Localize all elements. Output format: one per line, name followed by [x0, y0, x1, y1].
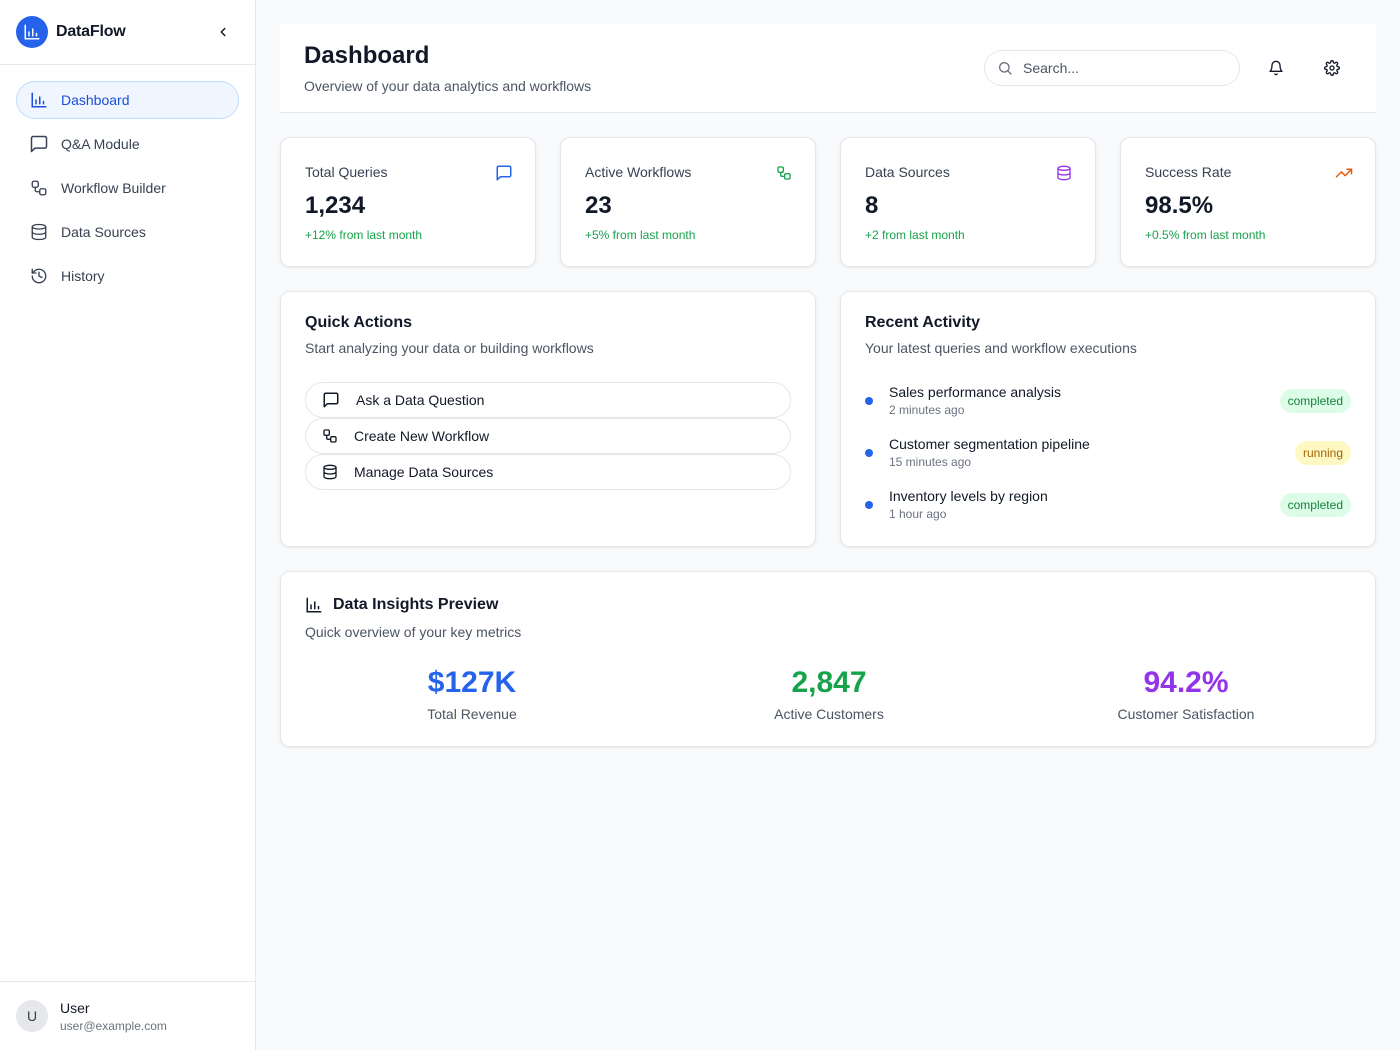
stat-change: +2 from last month [865, 228, 965, 242]
sidebar-nav: Dashboard Q&A Module Workflow Builder Da… [0, 65, 255, 317]
search-icon [999, 61, 1012, 75]
gear-icon [1324, 60, 1340, 76]
sidebar-item-label: Workflow Builder [61, 180, 166, 196]
page-title: Dashboard [304, 42, 430, 69]
notifications-button[interactable] [1264, 56, 1288, 80]
stat-value: 23 [585, 192, 612, 219]
collapse-sidebar-button[interactable] [211, 20, 235, 44]
status-dot [865, 501, 873, 509]
workflow-icon [775, 164, 793, 182]
create-workflow-button[interactable]: Create New Workflow [305, 418, 791, 454]
bar-chart-icon [29, 90, 49, 110]
button-label: Create New Workflow [354, 428, 490, 444]
status-dot [865, 397, 873, 405]
metric-total-revenue: $127K Total Revenue [322, 666, 622, 722]
sidebar-item-qa-module[interactable]: Q&A Module [16, 125, 239, 163]
metric-active-customers: 2,847 Active Customers [679, 666, 979, 722]
button-label: Manage Data Sources [354, 464, 494, 480]
insights-subtitle: Quick overview of your key metrics [305, 624, 522, 640]
quick-actions-subtitle: Start analyzing your data or building wo… [305, 340, 594, 356]
bell-icon [1269, 60, 1283, 76]
insights-title: Data Insights Preview [333, 596, 499, 613]
metric-label: Customer Satisfaction [1117, 706, 1255, 722]
stat-card-data-sources: Data Sources 8 +2 from last month [840, 137, 1096, 267]
status-dot [865, 449, 873, 457]
activity-time: 15 minutes ago [889, 455, 972, 469]
settings-button[interactable] [1320, 56, 1344, 80]
stat-card-total-queries: Total Queries 1,234 +12% from last month [280, 137, 536, 267]
stat-value: 98.5% [1145, 192, 1214, 219]
activity-title: Inventory levels by region [889, 488, 1048, 504]
sidebar-item-label: History [61, 268, 105, 284]
message-square-icon [495, 164, 513, 182]
stat-card-success-rate: Success Rate 98.5% +0.5% from last month [1120, 137, 1376, 267]
activity-item[interactable]: Sales performance analysis 2 minutes ago… [865, 384, 1351, 424]
stat-card-active-workflows: Active Workflows 23 +5% from last month [560, 137, 816, 267]
chevron-left-icon [220, 27, 226, 37]
stat-value: 8 [865, 192, 879, 219]
workflow-icon [323, 429, 337, 443]
stat-title: Total Queries [305, 164, 388, 180]
avatar: U [16, 1000, 48, 1032]
sidebar-item-label: Data Sources [61, 224, 146, 240]
page-header: Dashboard Overview of your data analytic… [280, 24, 1376, 113]
sidebar-item-dashboard[interactable]: Dashboard [16, 81, 239, 119]
sidebar-item-data-sources[interactable]: Data Sources [16, 213, 239, 251]
search-box [984, 50, 1240, 86]
metric-label: Active Customers [774, 706, 884, 722]
metric-customer-satisfaction: 94.2% Customer Satisfaction [1036, 666, 1336, 722]
recent-activity-title: Recent Activity [865, 314, 980, 331]
metric-value: 2,847 [791, 666, 867, 699]
database-icon [29, 222, 49, 242]
sidebar-item-history[interactable]: History [16, 257, 239, 295]
sidebar: DataFlow Dashboard Q&A Module Workflow B… [0, 0, 256, 1050]
status-badge: running [1294, 441, 1351, 465]
metric-label: Total Revenue [427, 706, 517, 722]
quick-actions-title: Quick Actions [305, 314, 412, 331]
manage-data-sources-button[interactable]: Manage Data Sources [305, 454, 791, 490]
workflow-icon [29, 178, 49, 198]
history-icon [29, 266, 49, 286]
activity-time: 2 minutes ago [889, 403, 965, 417]
bar-chart-icon [16, 16, 48, 48]
stat-change: +12% from last month [305, 228, 423, 242]
stat-value: 1,234 [305, 192, 366, 219]
sidebar-item-label: Dashboard [61, 92, 130, 108]
user-email: user@example.com [60, 1018, 167, 1033]
trending-up-icon [1335, 164, 1353, 182]
stat-title: Data Sources [865, 164, 950, 180]
recent-activity-subtitle: Your latest queries and workflow executi… [865, 340, 1137, 356]
brand: DataFlow [0, 0, 255, 65]
stat-change: +5% from last month [585, 228, 696, 242]
activity-title: Sales performance analysis [889, 384, 1061, 400]
activity-time: 1 hour ago [889, 507, 947, 521]
bar-chart-icon [306, 597, 322, 613]
metric-value: $127K [427, 666, 517, 699]
message-square-icon [29, 134, 49, 154]
activity-title: Customer segmentation pipeline [889, 436, 1090, 452]
recent-activity-card: Recent Activity Your latest queries and … [840, 291, 1376, 547]
ask-data-question-button[interactable]: Ask a Data Question [305, 382, 791, 418]
user-name: User [60, 999, 90, 1016]
database-icon [323, 464, 337, 480]
database-icon [1055, 164, 1073, 182]
metric-value: 94.2% [1143, 666, 1229, 699]
page-subtitle: Overview of your data analytics and work… [304, 78, 592, 94]
search-input[interactable] [1023, 60, 1223, 76]
status-badge: completed [1279, 389, 1351, 413]
stat-change: +0.5% from last month [1145, 228, 1266, 242]
status-badge: completed [1279, 493, 1351, 517]
stat-title: Active Workflows [585, 164, 692, 180]
activity-item[interactable]: Customer segmentation pipeline 15 minute… [865, 436, 1351, 476]
activity-item[interactable]: Inventory levels by region 1 hour ago co… [865, 488, 1351, 528]
data-insights-card: Data Insights Preview Quick overview of … [280, 571, 1376, 747]
quick-actions-card: Quick Actions Start analyzing your data … [280, 291, 816, 547]
message-square-icon [323, 392, 339, 408]
sidebar-item-workflow-builder[interactable]: Workflow Builder [16, 169, 239, 207]
sidebar-item-label: Q&A Module [61, 136, 140, 152]
app-name: DataFlow [56, 23, 126, 40]
button-label: Ask a Data Question [356, 392, 485, 408]
user-profile[interactable]: U User user@example.com [0, 981, 255, 1050]
stat-title: Success Rate [1145, 164, 1232, 180]
